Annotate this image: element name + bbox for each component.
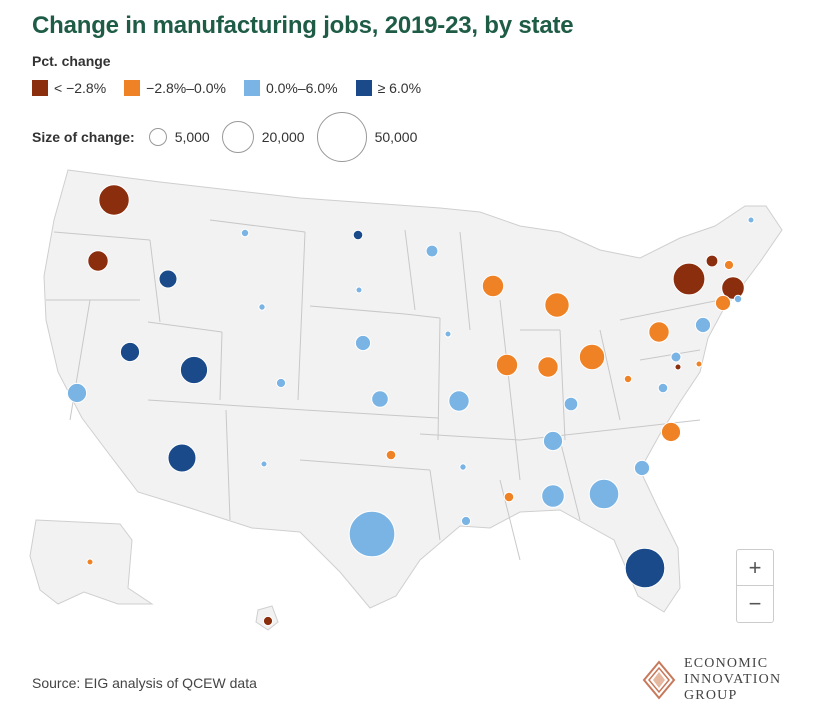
state-bubble-wisconsin[interactable] (481, 274, 505, 298)
zoom-out-button[interactable]: − (737, 585, 773, 621)
state-bubble-tennessee[interactable] (542, 430, 564, 452)
zoom-in-button[interactable]: + (748, 554, 762, 580)
state-bubble-iowa[interactable] (444, 330, 452, 338)
state-bubble-arizona[interactable] (167, 443, 197, 473)
size-circle (316, 112, 367, 162)
size-legend-label: 5,000 (174, 129, 210, 145)
border-line (46, 219, 721, 561)
state-bubble-hawaii[interactable] (262, 615, 274, 627)
legend-label: < −2.8% (54, 80, 107, 96)
map-title: Change in manufacturing jobs, 2019-23, b… (32, 12, 574, 39)
state-bubble-colorado[interactable] (275, 377, 287, 389)
state-bubble-washington[interactable] (98, 184, 130, 216)
color-legend: < −2.8% −2.8%–0.0% 0.0%–6.0% ≥ 6.0% (32, 80, 439, 96)
state-bubble-missouri[interactable] (448, 390, 470, 412)
state-bubble-south-carolina[interactable] (633, 459, 651, 477)
eig-logo-mark-icon (642, 660, 676, 700)
state-bubble-georgia[interactable] (588, 478, 620, 510)
state-bubble-pennsylvania[interactable] (648, 321, 670, 343)
eig-logo: ECONOMIC INNOVATION GROUP (642, 656, 781, 704)
state-bubble-texas[interactable] (348, 510, 396, 558)
state-borders (46, 219, 721, 561)
state-bubble-utah[interactable] (179, 355, 209, 385)
state-bubble-delaware[interactable] (674, 363, 682, 371)
legend-swatch (355, 80, 372, 96)
contiguous-us-landmass (43, 169, 783, 613)
legend-item-mild-loss: −2.8%–0.0% (124, 80, 226, 96)
state-bubble-montana[interactable] (240, 228, 250, 238)
state-bubble-connecticut[interactable] (714, 294, 732, 312)
state-bubble-kansas[interactable] (371, 390, 389, 408)
state-bubble-vermont[interactable] (705, 254, 719, 268)
state-bubble-virginia[interactable] (657, 382, 669, 394)
state-bubble-arkansas[interactable] (459, 463, 467, 471)
state-bubble-new-jersey[interactable] (694, 316, 712, 334)
legend-swatch (243, 80, 260, 96)
state-bubble-nevada[interactable] (119, 341, 141, 363)
state-bubble-maryland[interactable] (670, 351, 682, 363)
state-bubble-massachusetts[interactable] (721, 276, 745, 300)
logo-line: ECONOMIC (684, 656, 769, 671)
size-legend-label: 20,000 (261, 129, 305, 145)
state-bubble-illinois[interactable] (495, 353, 519, 377)
logo-line: GROUP (684, 688, 738, 703)
state-bubble-north-carolina[interactable] (660, 421, 682, 443)
state-bubble-new-hampshire[interactable] (723, 259, 735, 271)
size-circle (221, 121, 254, 153)
state-bubble-michigan[interactable] (544, 292, 570, 318)
state-bubble-south-dakota[interactable] (355, 286, 363, 294)
size-circle (148, 128, 167, 146)
legend-swatch (124, 80, 141, 96)
state-bubble-ohio[interactable] (578, 343, 606, 371)
state-bubble-nebraska[interactable] (354, 334, 372, 352)
legend-label: 0.0%–6.0% (265, 80, 338, 96)
size-legend-heading: Size of change: (32, 129, 135, 145)
us-map[interactable] (0, 160, 830, 640)
size-legend: Size of change: 5,000 20,000 50,000 (32, 108, 429, 166)
state-bubble-louisiana[interactable] (460, 515, 472, 527)
legend-swatch (32, 80, 48, 96)
legend-item-severe-loss: < −2.8% (32, 80, 106, 96)
state-bubble-florida[interactable] (624, 547, 666, 589)
size-legend-item-medium: 20,000 (221, 121, 305, 153)
source-note: Source: EIG analysis of QCEW data (32, 675, 257, 691)
legend-item-strong-gain: ≥ 6.0% (355, 80, 422, 96)
state-bubble-maine[interactable] (747, 216, 755, 224)
zoom-controls: + − (736, 549, 774, 623)
state-bubble-alaska[interactable] (86, 558, 94, 566)
legend-label: −2.8%–0.0% (146, 80, 226, 96)
state-bubbles (66, 184, 755, 627)
state-bubble-california[interactable] (66, 382, 88, 404)
state-bubble-indiana[interactable] (537, 356, 559, 378)
size-legend-item-small: 5,000 (148, 128, 210, 146)
state-bubble-oklahoma[interactable] (385, 449, 397, 461)
eig-logo-text: ECONOMIC INNOVATION GROUP (684, 656, 781, 704)
state-bubble-north-dakota[interactable] (352, 229, 364, 241)
logo-line: INNOVATION (684, 672, 782, 687)
size-legend-item-large: 50,000 (316, 112, 418, 162)
state-bubble-oregon[interactable] (87, 250, 109, 272)
state-bubble-district-of-columbia[interactable] (695, 360, 703, 368)
state-bubble-west-virginia[interactable] (623, 374, 633, 384)
legend-label: ≥ 6.0% (377, 80, 422, 96)
legend-heading: Pct. change (32, 53, 111, 69)
state-bubble-new-mexico[interactable] (260, 460, 268, 468)
state-bubble-alabama[interactable] (541, 484, 565, 508)
state-bubble-kentucky[interactable] (563, 396, 579, 412)
state-bubble-wyoming[interactable] (258, 303, 266, 311)
legend-item-mild-gain: 0.0%–6.0% (243, 80, 338, 96)
state-bubble-idaho[interactable] (158, 269, 178, 289)
state-bubble-new-york[interactable] (672, 262, 706, 296)
state-bubble-rhode-island[interactable] (733, 294, 743, 304)
size-legend-label: 50,000 (374, 129, 418, 145)
state-bubble-minnesota[interactable] (425, 244, 439, 258)
state-bubble-mississippi[interactable] (503, 491, 515, 503)
